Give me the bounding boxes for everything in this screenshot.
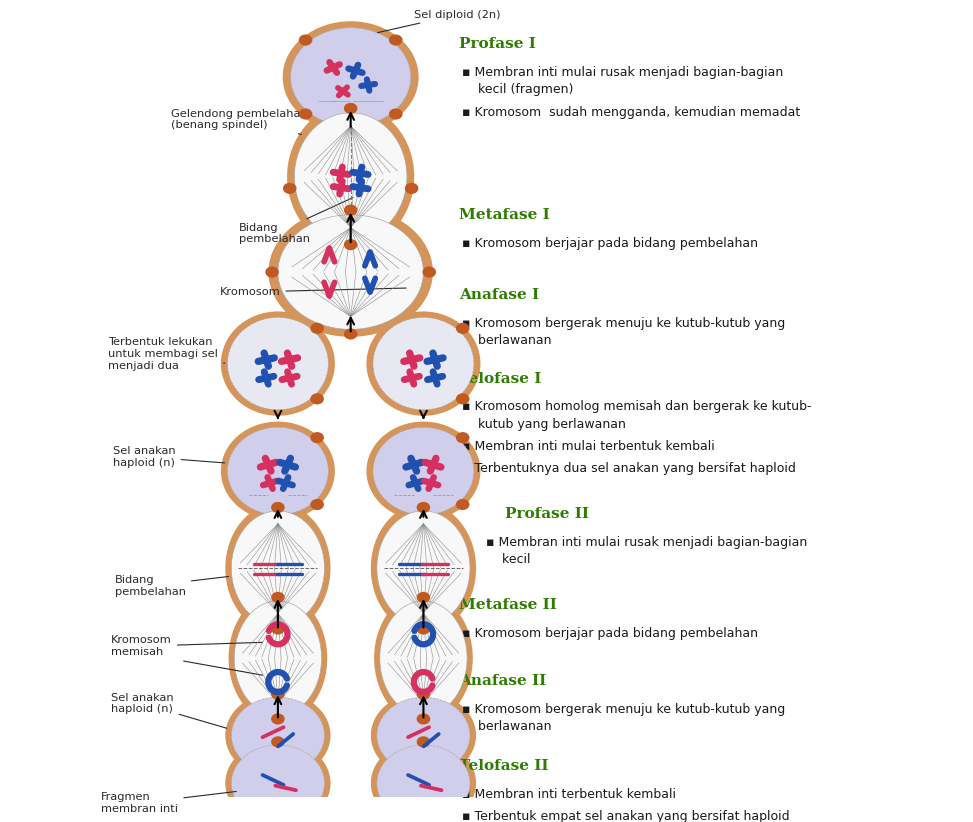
- Text: Sel anakan
haploid (n): Sel anakan haploid (n): [111, 693, 227, 728]
- Text: ▪ Kromosom bergerak menuju ke kutub-kutub yang: ▪ Kromosom bergerak menuju ke kutub-kutu…: [462, 316, 785, 330]
- Circle shape: [416, 592, 430, 603]
- Text: Kromosom: Kromosom: [220, 287, 406, 297]
- Text: ▪ Kromosom berjajar pada bidang pembelahan: ▪ Kromosom berjajar pada bidang pembelah…: [462, 627, 758, 640]
- Ellipse shape: [374, 593, 473, 723]
- Text: ▪ Terbentuknya dua sel anakan yang bersifat haploid: ▪ Terbentuknya dua sel anakan yang bersi…: [462, 462, 796, 475]
- Text: ▪ Membran inti mulai rusak menjadi bagian-bagian: ▪ Membran inti mulai rusak menjadi bagia…: [486, 536, 808, 548]
- Ellipse shape: [295, 113, 407, 240]
- Text: ▪ Kromosom bergerak menuju ke kutub-kutub yang: ▪ Kromosom bergerak menuju ke kutub-kutu…: [462, 703, 785, 716]
- Text: Bidang
pembelahan: Bidang pembelahan: [115, 575, 229, 597]
- Text: ▪ Membran inti mulai terbentuk kembali: ▪ Membran inti mulai terbentuk kembali: [462, 440, 715, 453]
- Circle shape: [405, 182, 418, 194]
- Ellipse shape: [229, 593, 327, 723]
- Ellipse shape: [377, 511, 470, 626]
- Circle shape: [456, 393, 469, 404]
- Circle shape: [416, 713, 430, 724]
- Text: kecil (fragmen): kecil (fragmen): [462, 83, 574, 96]
- Ellipse shape: [278, 215, 423, 330]
- Circle shape: [299, 109, 312, 119]
- Circle shape: [271, 689, 285, 700]
- Text: Gelendong pembelahan
(benang spindel): Gelendong pembelahan (benang spindel): [171, 109, 307, 135]
- Circle shape: [389, 35, 403, 45]
- Ellipse shape: [221, 312, 335, 416]
- Ellipse shape: [373, 427, 474, 515]
- Text: berlawanan: berlawanan: [462, 335, 552, 347]
- Circle shape: [422, 266, 436, 278]
- Text: Metafase II: Metafase II: [459, 598, 558, 612]
- Text: ▪ Terbentuk empat sel anakan yang bersifat haploid: ▪ Terbentuk empat sel anakan yang bersif…: [462, 810, 790, 822]
- Circle shape: [343, 239, 357, 250]
- Ellipse shape: [228, 317, 328, 410]
- Ellipse shape: [269, 207, 433, 337]
- Text: Kromosom
memisah: Kromosom memisah: [111, 635, 263, 657]
- Circle shape: [299, 35, 312, 45]
- Ellipse shape: [283, 21, 418, 133]
- Text: ▪ Membran inti mulai rusak menjadi bagian-bagian: ▪ Membran inti mulai rusak menjadi bagia…: [462, 66, 783, 79]
- Text: Fragmen
membran inti: Fragmen membran inti: [101, 792, 236, 814]
- Text: ▪ Kromosom  sudah mengganda, kemudian memadat: ▪ Kromosom sudah mengganda, kemudian mem…: [462, 106, 801, 118]
- Text: Sel anakan
haploid (n): Sel anakan haploid (n): [113, 446, 225, 468]
- Text: Anafase I: Anafase I: [459, 288, 539, 302]
- Text: Telofase II: Telofase II: [459, 760, 549, 774]
- Ellipse shape: [291, 28, 411, 127]
- Circle shape: [271, 592, 285, 603]
- Ellipse shape: [377, 745, 470, 821]
- Ellipse shape: [232, 697, 324, 774]
- Text: berlawanan: berlawanan: [462, 720, 552, 733]
- Text: Sel diploid (2n): Sel diploid (2n): [378, 10, 500, 33]
- Circle shape: [456, 499, 469, 510]
- Circle shape: [343, 329, 357, 339]
- Text: Telofase I: Telofase I: [459, 372, 542, 386]
- Ellipse shape: [367, 422, 481, 520]
- Ellipse shape: [226, 503, 331, 633]
- Circle shape: [310, 393, 324, 404]
- Ellipse shape: [226, 692, 331, 778]
- Circle shape: [416, 502, 430, 513]
- Circle shape: [271, 713, 285, 724]
- Circle shape: [310, 432, 324, 443]
- Ellipse shape: [379, 601, 467, 715]
- Circle shape: [343, 205, 357, 215]
- Ellipse shape: [232, 511, 324, 626]
- Text: ▪ Membran inti terbentuk kembali: ▪ Membran inti terbentuk kembali: [462, 788, 676, 801]
- Ellipse shape: [226, 740, 331, 822]
- Circle shape: [456, 323, 469, 334]
- Ellipse shape: [367, 312, 481, 416]
- Circle shape: [283, 182, 297, 194]
- Ellipse shape: [371, 692, 476, 778]
- Text: kecil: kecil: [486, 553, 531, 566]
- Ellipse shape: [373, 317, 474, 410]
- Text: kutub yang berlawanan: kutub yang berlawanan: [462, 418, 626, 431]
- Circle shape: [416, 623, 430, 635]
- Text: Terbentuk lekukan
untuk membagi sel
menjadi dua: Terbentuk lekukan untuk membagi sel menj…: [108, 338, 225, 371]
- Ellipse shape: [371, 740, 476, 822]
- Ellipse shape: [287, 104, 414, 248]
- Ellipse shape: [228, 427, 328, 515]
- Text: ▪ Kromosom homolog memisah dan bergerak ke kutub-: ▪ Kromosom homolog memisah dan bergerak …: [462, 400, 811, 413]
- Text: Anafase II: Anafase II: [459, 674, 547, 688]
- Ellipse shape: [221, 422, 335, 520]
- Circle shape: [271, 623, 285, 635]
- Circle shape: [343, 103, 357, 114]
- Text: Metafase I: Metafase I: [459, 208, 550, 223]
- Circle shape: [456, 432, 469, 443]
- Text: Profase I: Profase I: [459, 37, 536, 51]
- Text: Profase II: Profase II: [484, 507, 589, 521]
- Circle shape: [416, 737, 430, 747]
- Circle shape: [271, 502, 285, 513]
- Text: Bidang
pembelahan: Bidang pembelahan: [239, 197, 353, 244]
- Circle shape: [310, 499, 324, 510]
- Circle shape: [266, 266, 279, 278]
- Ellipse shape: [232, 745, 324, 821]
- Ellipse shape: [377, 697, 470, 774]
- Circle shape: [271, 737, 285, 747]
- Circle shape: [416, 689, 430, 700]
- Text: ▪ Kromosom berjajar pada bidang pembelahan: ▪ Kromosom berjajar pada bidang pembelah…: [462, 237, 758, 250]
- Circle shape: [389, 109, 403, 119]
- Circle shape: [310, 323, 324, 334]
- Ellipse shape: [371, 503, 476, 633]
- Ellipse shape: [234, 601, 321, 715]
